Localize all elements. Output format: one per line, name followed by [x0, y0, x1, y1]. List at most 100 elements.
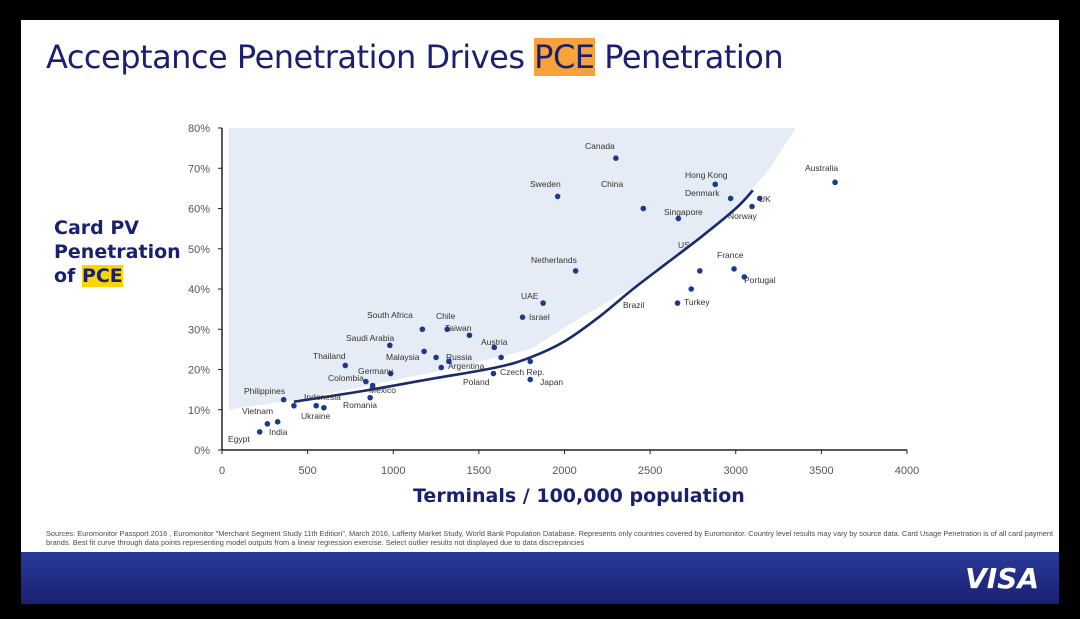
- data-point: [421, 348, 427, 355]
- y-tick-label: 60%: [188, 204, 210, 216]
- data-point: [387, 370, 394, 377]
- data-point: [363, 378, 369, 385]
- data-point: [419, 326, 426, 333]
- data-point: [832, 179, 838, 186]
- point-label: Denmark: [685, 188, 720, 198]
- data-point: [519, 314, 526, 320]
- data-point: [527, 376, 534, 383]
- y-tick-label: 10%: [188, 405, 210, 417]
- slide: Acceptance Penetration Drives PCE Penetr…: [21, 20, 1059, 604]
- point-label: Austria: [481, 337, 508, 347]
- scatter-chart: 0% 10% 20% 30% 40% 50% 60% 70% 80% 0 500 1000 1500 20…: [188, 123, 919, 477]
- point-label: Canada: [585, 141, 615, 151]
- x-tick-label: 2500: [638, 465, 662, 477]
- x-tick-label: 0: [219, 465, 225, 477]
- y-axis-label-pce-highlight: PCE: [81, 265, 123, 287]
- footer-band: VISA: [21, 552, 1059, 604]
- x-tick-label: 3500: [809, 465, 833, 477]
- data-point: [321, 404, 327, 411]
- data-point: [313, 402, 319, 409]
- point-label: Israel: [529, 312, 550, 322]
- data-point: [674, 300, 681, 306]
- point-label: Argentina: [448, 361, 485, 371]
- best-fit-curve: [293, 189, 754, 403]
- data-point: [498, 354, 504, 361]
- data-point: [291, 402, 297, 409]
- data-point: [749, 203, 755, 210]
- data-point: [367, 394, 373, 401]
- data-point: [756, 195, 763, 202]
- data-point: [741, 274, 748, 280]
- point-label: Turkey: [684, 297, 710, 307]
- data-point: [264, 421, 271, 427]
- point-label: Indonesia: [304, 392, 341, 402]
- data-point: [727, 195, 734, 202]
- visa-logo: VISA: [965, 562, 1039, 595]
- point-label: Poland: [463, 377, 490, 387]
- y-tick-label: 50%: [188, 244, 210, 256]
- y-tick-label: 20%: [188, 365, 210, 377]
- point-label: Norway: [728, 211, 758, 221]
- point-label: Germany: [358, 366, 394, 376]
- point-label: Ukraine: [301, 411, 331, 421]
- data-point: [712, 181, 718, 188]
- x-tick-label: 1500: [467, 465, 491, 477]
- point-label: India: [269, 427, 288, 437]
- point-label: Singapore: [664, 207, 703, 217]
- y-axis-label-line2: Penetration: [54, 241, 181, 263]
- data-point: [613, 155, 619, 161]
- x-tick-label: 1000: [381, 465, 405, 477]
- data-point: [490, 370, 497, 377]
- data-point: [527, 358, 534, 365]
- point-label: Thailand: [313, 351, 346, 361]
- shaded-region: [228, 128, 796, 410]
- point-label: Czech Rep.: [500, 367, 544, 377]
- data-point: [554, 193, 561, 200]
- point-label: Vietnam: [242, 406, 273, 416]
- point-label: Malaysia: [386, 352, 420, 362]
- point-label: Russia: [446, 352, 472, 362]
- data-point: [369, 382, 376, 389]
- point-label: Philippines: [244, 386, 285, 396]
- y-axis-label-line3: of PCE: [54, 264, 194, 288]
- point-label: Netherlands: [531, 255, 577, 265]
- y-tick-label: 0%: [194, 445, 210, 457]
- point-label: China: [601, 179, 623, 189]
- point-label: Hong Kong: [685, 170, 728, 180]
- sources-footnote: Sources: Euromonitor Passport 2016 , Eur…: [46, 529, 1054, 547]
- title-pce-highlight: PCE: [534, 38, 595, 76]
- data-point: [433, 354, 439, 361]
- point-label: Romania: [343, 400, 377, 410]
- point-label: Egypt: [228, 434, 250, 444]
- y-axis-label-line1: Card PV: [54, 217, 139, 239]
- point-label: UAE: [521, 291, 539, 301]
- data-point: [256, 429, 263, 435]
- y-tick-label: 30%: [188, 324, 210, 336]
- data-point: [274, 419, 281, 425]
- data-point: [438, 364, 445, 371]
- x-tick-label: 2000: [552, 465, 576, 477]
- point-label: Sweden: [530, 179, 561, 189]
- x-axis-label: Terminals / 100,000 population: [413, 485, 745, 507]
- data-point: [466, 332, 473, 339]
- y-tick-label: 80%: [188, 123, 210, 135]
- x-tick-label: 3000: [724, 465, 748, 477]
- data-point: [696, 268, 703, 274]
- data-point: [280, 396, 287, 403]
- point-label: Brazil: [623, 300, 644, 310]
- data-point: [540, 300, 546, 306]
- x-tick-label: 500: [298, 465, 316, 477]
- point-label: US: [678, 240, 690, 250]
- point-label: Saudi Arabia: [346, 333, 394, 343]
- point-label: Portugal: [744, 275, 776, 285]
- data-point: [491, 344, 498, 351]
- data-point: [640, 205, 647, 212]
- point-label: Chile: [436, 311, 456, 321]
- data-point: [387, 342, 393, 349]
- point-label: Japan: [540, 377, 563, 387]
- point-label: South Africa: [367, 310, 413, 320]
- point-label: Taiwan: [445, 323, 472, 333]
- title-suffix: Penetration: [594, 38, 784, 76]
- data-point: [675, 215, 682, 222]
- point-label: UK: [759, 194, 771, 204]
